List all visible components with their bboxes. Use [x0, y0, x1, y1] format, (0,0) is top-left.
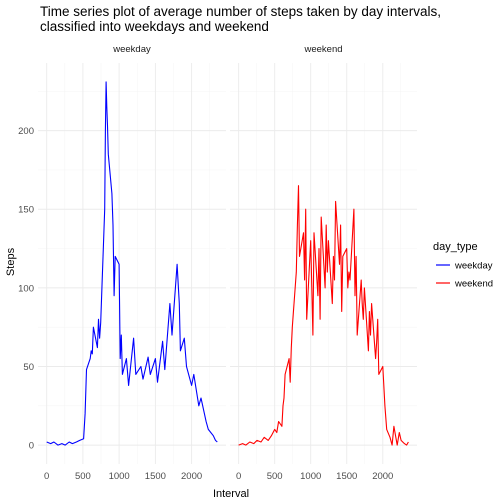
x-tick-label: 1000 — [300, 471, 321, 482]
chart-title-line-1: Time series plot of average number of st… — [40, 4, 441, 19]
y-axis-title: Steps — [5, 247, 17, 276]
facet-label-weekday: weekday — [112, 44, 151, 55]
facet-panels: weekday 0 500 1000 1500 2000 weekend 0 500 1000 15… — [38, 44, 417, 482]
y-tick-label: 0 — [29, 441, 34, 452]
x-tick-label: 0 — [236, 471, 241, 482]
y-tick-label: 150 — [18, 205, 34, 216]
chart-title-line-2: classified into weekdays and weekend — [40, 19, 269, 34]
legend-label-weekday: weekday — [454, 261, 493, 272]
x-tick-label: 500 — [267, 471, 283, 482]
y-tick-label: 50 — [23, 362, 34, 373]
series-line-weekend — [238, 185, 409, 446]
facet-label-weekend: weekend — [303, 44, 342, 55]
x-tick-label: 2000 — [181, 471, 202, 482]
series-line-weekday — [46, 81, 218, 446]
legend: day_type weekday weekend — [433, 241, 493, 290]
panel-weekend: weekend 0 500 1000 1500 2000 — [230, 44, 417, 482]
x-tick-label: 1500 — [336, 471, 357, 482]
x-tick-label: 0 — [44, 471, 49, 482]
x-tick-label: 1000 — [109, 471, 130, 482]
y-axis-ticks: 0 50 100 150 200 — [18, 126, 34, 452]
y-tick-label: 100 — [18, 283, 34, 294]
chart-title: Time series plot of average number of st… — [40, 4, 441, 34]
panel-weekday: weekday 0 500 1000 1500 2000 — [38, 44, 226, 482]
legend-title: day_type — [433, 241, 478, 253]
x-axis-title: Interval — [213, 488, 249, 500]
legend-label-weekend: weekend — [454, 279, 493, 290]
x-tick-label: 500 — [75, 471, 91, 482]
x-tick-label: 1500 — [145, 471, 166, 482]
y-tick-label: 200 — [18, 126, 34, 137]
x-tick-label: 2000 — [372, 471, 393, 482]
